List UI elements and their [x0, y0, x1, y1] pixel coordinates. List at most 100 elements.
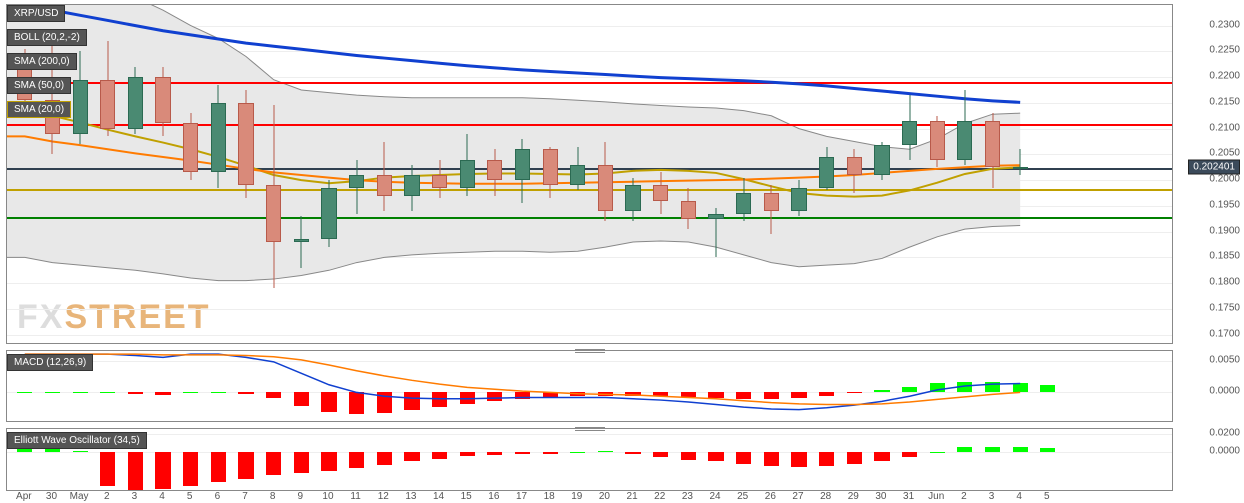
candle — [515, 5, 530, 345]
ewo-hist-bar — [100, 452, 115, 486]
candle — [377, 5, 392, 345]
date-tick-label: 30 — [875, 491, 886, 502]
candle — [764, 5, 779, 345]
symbol-label[interactable]: XRP/USD — [7, 5, 65, 22]
candle — [985, 5, 1000, 345]
macd-hist-bar — [432, 392, 447, 407]
ewo-hist-bar — [515, 452, 530, 454]
price-axis: 0.17000.17500.18000.18500.19000.19500.20… — [1180, 4, 1240, 344]
gridline — [7, 452, 1172, 453]
candle — [957, 5, 972, 345]
gridline — [7, 434, 1172, 435]
price-tick-label: 0.1700 — [1209, 328, 1240, 339]
ewo-hist-bar — [874, 452, 889, 461]
macd-hist-bar — [183, 392, 198, 393]
date-tick-label: 2 — [104, 491, 110, 502]
date-axis: Apr30May23456789101112131415161718192021… — [6, 491, 1173, 503]
date-tick-label: 6 — [215, 491, 221, 502]
ewo-hist-bar — [155, 452, 170, 489]
price-tick-label: 0.2000 — [1209, 174, 1240, 185]
candle — [404, 5, 419, 345]
candle — [819, 5, 834, 345]
candle — [294, 5, 309, 345]
date-tick-label: 17 — [516, 491, 527, 502]
macd-hist-bar — [17, 392, 32, 393]
price-chart-panel[interactable]: FXSTREET XRP/USDBOLL (20,2,-2)SMA (200,0… — [6, 4, 1173, 344]
date-tick-label: 30 — [46, 491, 57, 502]
price-tick-label: 0.2250 — [1209, 45, 1240, 56]
ewo-label[interactable]: Elliott Wave Oscillator (34,5) — [7, 432, 147, 449]
ewo-hist-bar — [73, 451, 88, 452]
ewo-axis: 0.02000.0000 — [1180, 428, 1240, 491]
panel-drag-handle[interactable] — [575, 349, 605, 353]
macd-tick-label: 0.0000 — [1209, 386, 1240, 397]
ewo-hist-bar — [404, 452, 419, 461]
macd-hist-bar — [128, 392, 143, 393]
date-tick-label: 23 — [682, 491, 693, 502]
candle — [902, 5, 917, 345]
date-tick-label: 21 — [627, 491, 638, 502]
price-tick-label: 0.1950 — [1209, 199, 1240, 210]
ewo-hist-bar — [349, 452, 364, 468]
date-tick-label: 27 — [792, 491, 803, 502]
ewo-hist-bar — [736, 452, 751, 464]
date-tick-label: 3 — [132, 491, 138, 502]
indicator-label[interactable]: SMA (20,0) — [7, 101, 71, 118]
panel-drag-handle[interactable] — [575, 427, 605, 431]
ewo-hist-bar — [128, 452, 143, 490]
price-tick-label: 0.1750 — [1209, 302, 1240, 313]
macd-hist-bar — [874, 390, 889, 393]
candle — [460, 5, 475, 345]
date-tick-label: May — [70, 491, 89, 502]
ewo-panel[interactable]: Elliott Wave Oscillator (34,5) — [6, 428, 1173, 491]
macd-hist-bar — [404, 392, 419, 410]
macd-hist-bar — [791, 392, 806, 398]
candle — [681, 5, 696, 345]
date-tick-label: 29 — [848, 491, 859, 502]
date-tick-label: Jun — [928, 491, 944, 502]
macd-hist-bar — [847, 392, 862, 393]
ewo-hist-bar — [902, 452, 917, 457]
date-tick-label: 24 — [709, 491, 720, 502]
date-tick-label: 18 — [544, 491, 555, 502]
macd-hist-bar — [543, 392, 558, 397]
ewo-hist-bar — [847, 452, 862, 464]
price-tick-label: 0.1800 — [1209, 277, 1240, 288]
macd-hist-bar — [155, 392, 170, 395]
macd-hist-bar — [211, 392, 226, 393]
macd-label[interactable]: MACD (12,26,9) — [7, 354, 93, 371]
price-tick-label: 0.2050 — [1209, 148, 1240, 159]
date-tick-label: 3 — [989, 491, 995, 502]
macd-panel[interactable]: MACD (12,26,9) — [6, 350, 1173, 422]
date-tick-label: 11 — [350, 491, 360, 502]
candle — [349, 5, 364, 345]
ewo-hist-bar — [266, 452, 281, 475]
price-tick-label: 0.1900 — [1209, 225, 1240, 236]
date-tick-label: 5 — [187, 491, 193, 502]
price-tick-label: 0.2100 — [1209, 122, 1240, 133]
candle — [211, 5, 226, 345]
ewo-hist-bar — [625, 452, 640, 454]
date-tick-label: 16 — [488, 491, 499, 502]
candle — [736, 5, 751, 345]
candle — [100, 5, 115, 345]
ewo-hist-bar — [708, 452, 723, 461]
current-price-badge: 0.202401 — [1188, 159, 1240, 174]
macd-hist-bar — [45, 392, 60, 393]
candle — [625, 5, 640, 345]
macd-hist-bar — [708, 392, 723, 398]
indicator-label[interactable]: SMA (200,0) — [7, 53, 77, 70]
candle — [930, 5, 945, 345]
ewo-hist-bar — [238, 452, 253, 479]
macd-hist-bar — [100, 392, 115, 393]
gridline — [7, 361, 1172, 362]
macd-hist-bar — [570, 392, 585, 396]
indicator-label[interactable]: BOLL (20,2,-2) — [7, 29, 87, 46]
indicator-label[interactable]: SMA (50,0) — [7, 77, 71, 94]
macd-hist-bar — [1040, 385, 1055, 392]
date-tick-label: 10 — [322, 491, 333, 502]
macd-hist-bar — [985, 382, 1000, 392]
macd-hist-bar — [294, 392, 309, 405]
macd-hist-bar — [515, 392, 530, 398]
date-tick-label: 20 — [599, 491, 610, 502]
